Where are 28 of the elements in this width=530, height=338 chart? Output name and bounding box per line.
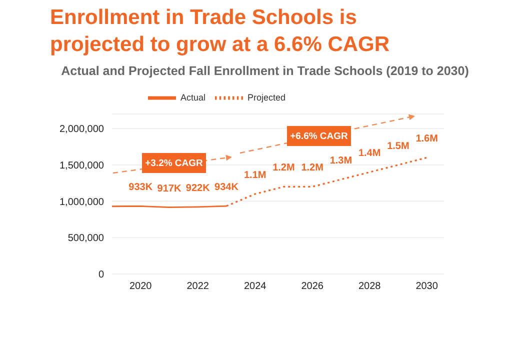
annotation: +3.2% CAGR [142, 153, 206, 173]
y-tick-label: 0 [98, 270, 104, 281]
legend-label: Actual [180, 92, 206, 102]
data-label: 1.2M [272, 162, 295, 174]
data-label: 1.6M [416, 134, 438, 145]
chart-title: Enrollment in Trade Schools is projected to grow at a 6.6% CAGR [50, 5, 391, 58]
data-label: 917K [157, 183, 182, 194]
data-label: 922K [186, 182, 211, 194]
y-tick-label: 1,500,000 [60, 160, 104, 172]
x-tick-label: 2030 [416, 281, 438, 292]
x-tick-label: 2020 [129, 281, 152, 292]
data-label: 1.1M [244, 170, 266, 181]
data-label: 1.5M [387, 140, 410, 152]
chart-subtitle: Actual and Projected Fall Enrollment in Trade Schools (2019 to 2030) [60, 64, 470, 78]
y-tick-label: 2,000,000 [60, 124, 104, 136]
data-label: 1.3M [330, 155, 352, 166]
y-tick-label: 500,000 [68, 233, 104, 244]
x-tick-label: 2024 [244, 281, 267, 292]
legend-label: Projected [247, 92, 286, 102]
data-label: 933K [128, 182, 154, 194]
y-tick-label: 1,000,000 [60, 196, 104, 208]
x-tick-label: 2026 [301, 281, 324, 292]
data-label: 1.2M [301, 162, 324, 174]
data-label: 1.4M [358, 148, 381, 160]
x-tick-label: 2028 [358, 281, 382, 292]
annotation: +6.6% CAGR [287, 126, 351, 146]
data-label: 934K [214, 182, 240, 194]
x-tick-label: 2022 [186, 281, 210, 292]
